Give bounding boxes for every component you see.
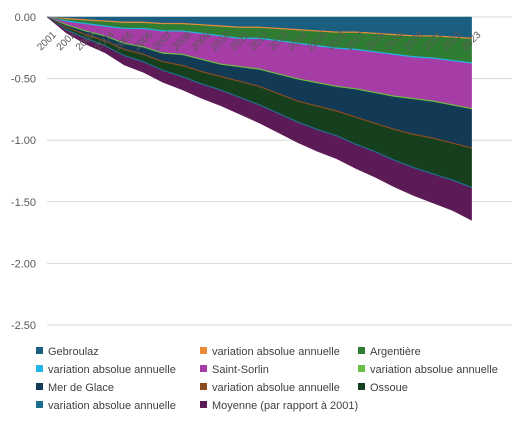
legend-item: Ossoue — [358, 381, 408, 395]
legend-swatch — [200, 383, 207, 390]
legend-label: Mer de Glace — [48, 382, 115, 394]
legend-swatch — [200, 365, 207, 372]
legend-label: Gebroulaz — [48, 346, 99, 358]
legend-label: variation absolue annuelle — [48, 400, 176, 412]
chart-legend: Gebroulaz variation absolue annuelle Argen… — [0, 340, 512, 440]
y-tick-label: 0.00 — [15, 12, 36, 24]
legend-swatch — [36, 365, 43, 372]
legend-item: Argentière — [358, 345, 421, 359]
legend-swatch — [200, 347, 207, 354]
legend-item: Mer de Glace — [36, 381, 114, 395]
legend-swatch — [36, 347, 43, 354]
legend-label: Argentière — [370, 346, 421, 358]
y-tick-label: -1.50 — [11, 197, 36, 209]
legend-item: Saint-Sorlin — [200, 363, 269, 377]
legend-label: Saint-Sorlin — [212, 364, 269, 376]
x-tick-label: 2001 — [35, 29, 59, 53]
legend-swatch — [36, 383, 43, 390]
legend-item: variation absolue annuelle — [200, 381, 340, 395]
legend-swatch — [200, 401, 207, 408]
legend-item: Gebroulaz — [36, 345, 99, 359]
legend-item: variation absolue annuelle — [200, 345, 340, 359]
legend-label: variation absolue annuelle — [48, 364, 176, 376]
y-tick-label: -2.00 — [11, 258, 36, 270]
legend-label: variation absolue annuelle — [212, 346, 340, 358]
legend-swatch — [36, 401, 43, 408]
legend-label: variation absolue annuelle — [212, 382, 340, 394]
series-areas — [46, 16, 472, 221]
series-area-10 — [46, 16, 472, 221]
y-tick-label: -0.50 — [11, 74, 36, 86]
legend-item: variation absolue annuelle — [358, 363, 498, 377]
legend-item: variation absolue annuelle — [36, 363, 176, 377]
legend-item: Moyenne (par rapport à 2001) — [200, 399, 358, 413]
y-tick-label: -2.50 — [11, 320, 36, 332]
legend-item: variation absolue annuelle — [36, 399, 176, 413]
legend-swatch — [358, 383, 365, 390]
legend-swatch — [358, 365, 365, 372]
legend-label: variation absolue annuelle — [370, 364, 498, 376]
legend-label: Ossoue — [370, 382, 408, 394]
y-axis-ticks: 0.00 -0.50 -1.00 -1.50 -2.00 -2.50 — [11, 12, 36, 332]
legend-label: Moyenne (par rapport à 2001) — [212, 400, 359, 412]
y-tick-label: -1.00 — [11, 135, 36, 147]
legend-swatch — [358, 347, 365, 354]
